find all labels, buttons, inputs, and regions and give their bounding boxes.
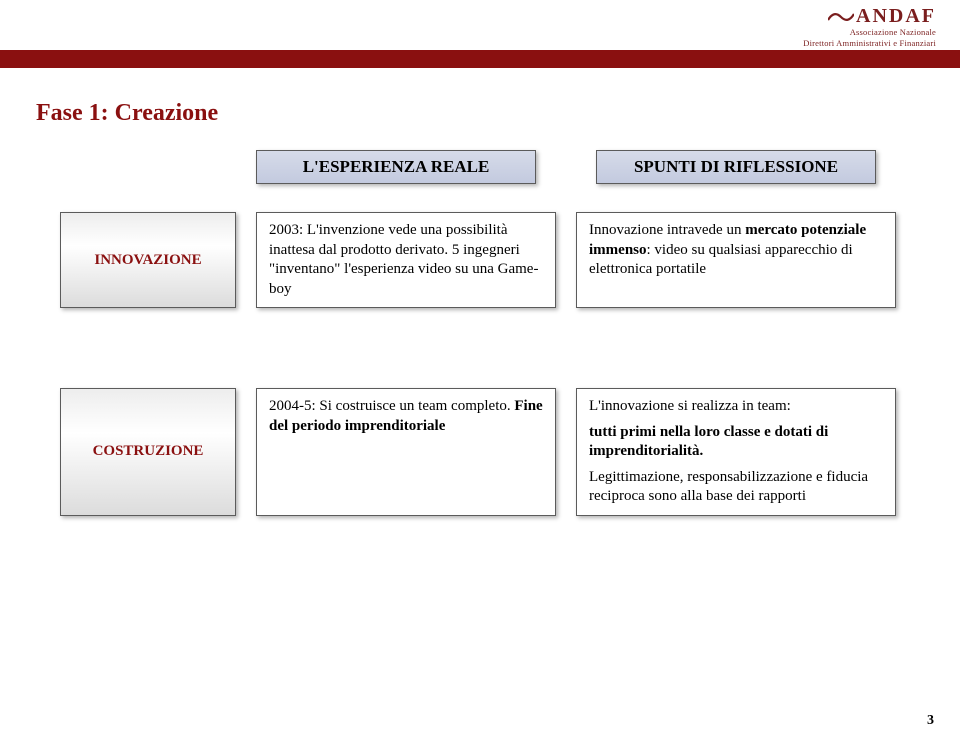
- header-spunti: SPUNTI DI RIFLESSIONE: [596, 150, 876, 184]
- row-right-0: Innovazione intravede un mercato potenzi…: [576, 212, 896, 308]
- row-mid-1: 2004-5: Si costruisce un team completo. …: [256, 388, 556, 516]
- logo: ANDAF Associazione Nazionale Direttori A…: [803, 6, 936, 47]
- logo-text: ANDAF: [856, 5, 936, 27]
- row-right-1: L'innovazione si realizza in team:tutti …: [576, 388, 896, 516]
- column-headers: L'ESPERIENZA REALE SPUNTI DI RIFLESSIONE: [256, 150, 900, 184]
- header-divider: [0, 50, 960, 68]
- page-title: Fase 1: Creazione: [36, 100, 218, 127]
- table-row: INNOVAZIONE 2003: L'invenzione vede una …: [60, 212, 900, 308]
- table-row: COSTRUZIONE 2004-5: Si costruisce un tea…: [60, 388, 900, 516]
- row-label-innovazione: INNOVAZIONE: [60, 212, 236, 308]
- page-number: 3: [927, 713, 934, 729]
- logo-subtitle-1: Associazione Nazionale: [803, 28, 936, 37]
- content-area: L'ESPERIENZA REALE SPUNTI DI RIFLESSIONE…: [60, 150, 900, 596]
- row-mid-0: 2003: L'invenzione vede una possibilità …: [256, 212, 556, 308]
- header-esperienza: L'ESPERIENZA REALE: [256, 150, 536, 184]
- logo-subtitle-2: Direttori Amministrativi e Finanziari: [803, 39, 936, 48]
- logo-wave-icon: [828, 10, 854, 24]
- row-label-costruzione: COSTRUZIONE: [60, 388, 236, 516]
